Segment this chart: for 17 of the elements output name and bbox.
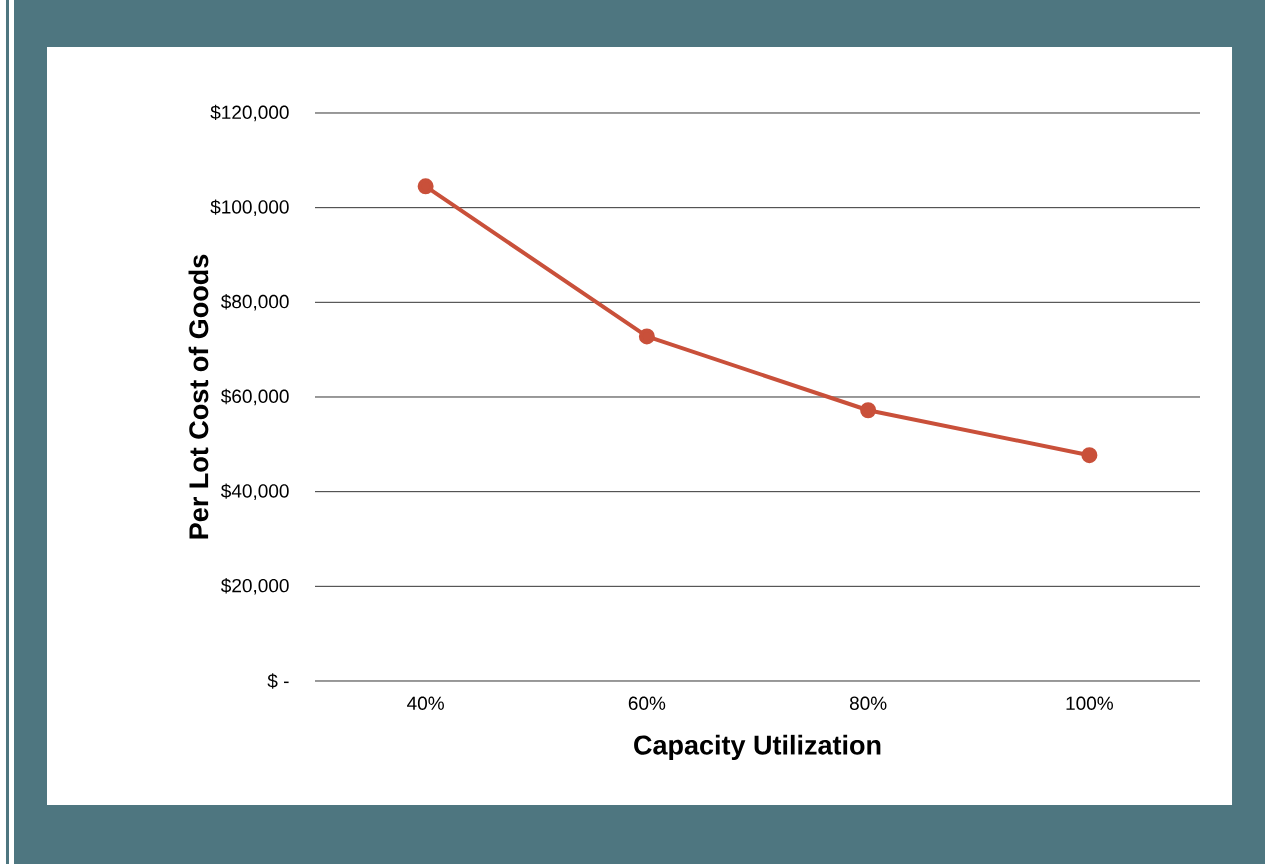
y-tick-label: $120,000 [210,104,289,122]
x-tick-label: 80% [849,696,887,710]
y-axis-title: Per Lot Cost of Goods [188,254,209,539]
x-tick-label: 60% [628,696,666,710]
y-tick-label: $ - [267,673,289,689]
point [1081,447,1098,464]
y-tick-label: $60,000 [220,388,289,406]
point [638,328,655,345]
point [417,178,434,195]
y-tick-label: $20,000 [220,578,289,595]
x-tick-label: 40% [407,696,444,710]
y-tick-label: $100,000 [210,199,289,216]
y-tick-label: $40,000 [220,483,289,500]
x-tick-label: 100% [1066,696,1113,710]
y-tick-label: $80,000 [220,294,289,311]
x-axis-title: Capacity Utilization [634,734,881,761]
point [860,402,877,419]
